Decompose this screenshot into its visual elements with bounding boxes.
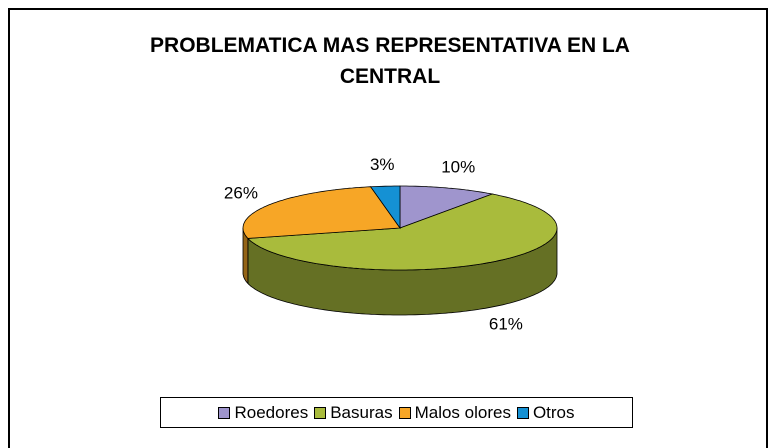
slice (399, 185, 494, 229)
legend-item: Roedores (218, 403, 308, 423)
legend-label: Malos olores (414, 402, 511, 422)
legend-swatch (516, 406, 529, 419)
slice (242, 186, 401, 239)
legend-swatch (398, 406, 411, 419)
legend-item: Malos olores (398, 402, 511, 423)
data-label: 3% (370, 155, 395, 174)
slice (247, 193, 558, 271)
legend-item: Otros (516, 402, 575, 423)
slice (369, 185, 401, 230)
legend-item: Basuras (314, 402, 393, 423)
chart-title: PROBLEMATICA MAS REPRESENTATIVA EN LA CE… (150, 34, 630, 88)
chart-frame (8, 8, 768, 448)
legend: Roedores Basuras Malos olores Otros (160, 397, 633, 428)
data-label: 26% (224, 184, 258, 203)
data-label: 61% (489, 315, 523, 334)
data-label: 10% (441, 158, 475, 177)
legend-swatch (314, 406, 327, 419)
legend-label: Roedores (234, 402, 309, 422)
legend-label: Basuras (330, 402, 393, 422)
legend-label: Otros (532, 402, 575, 422)
legend-swatch (218, 406, 231, 419)
